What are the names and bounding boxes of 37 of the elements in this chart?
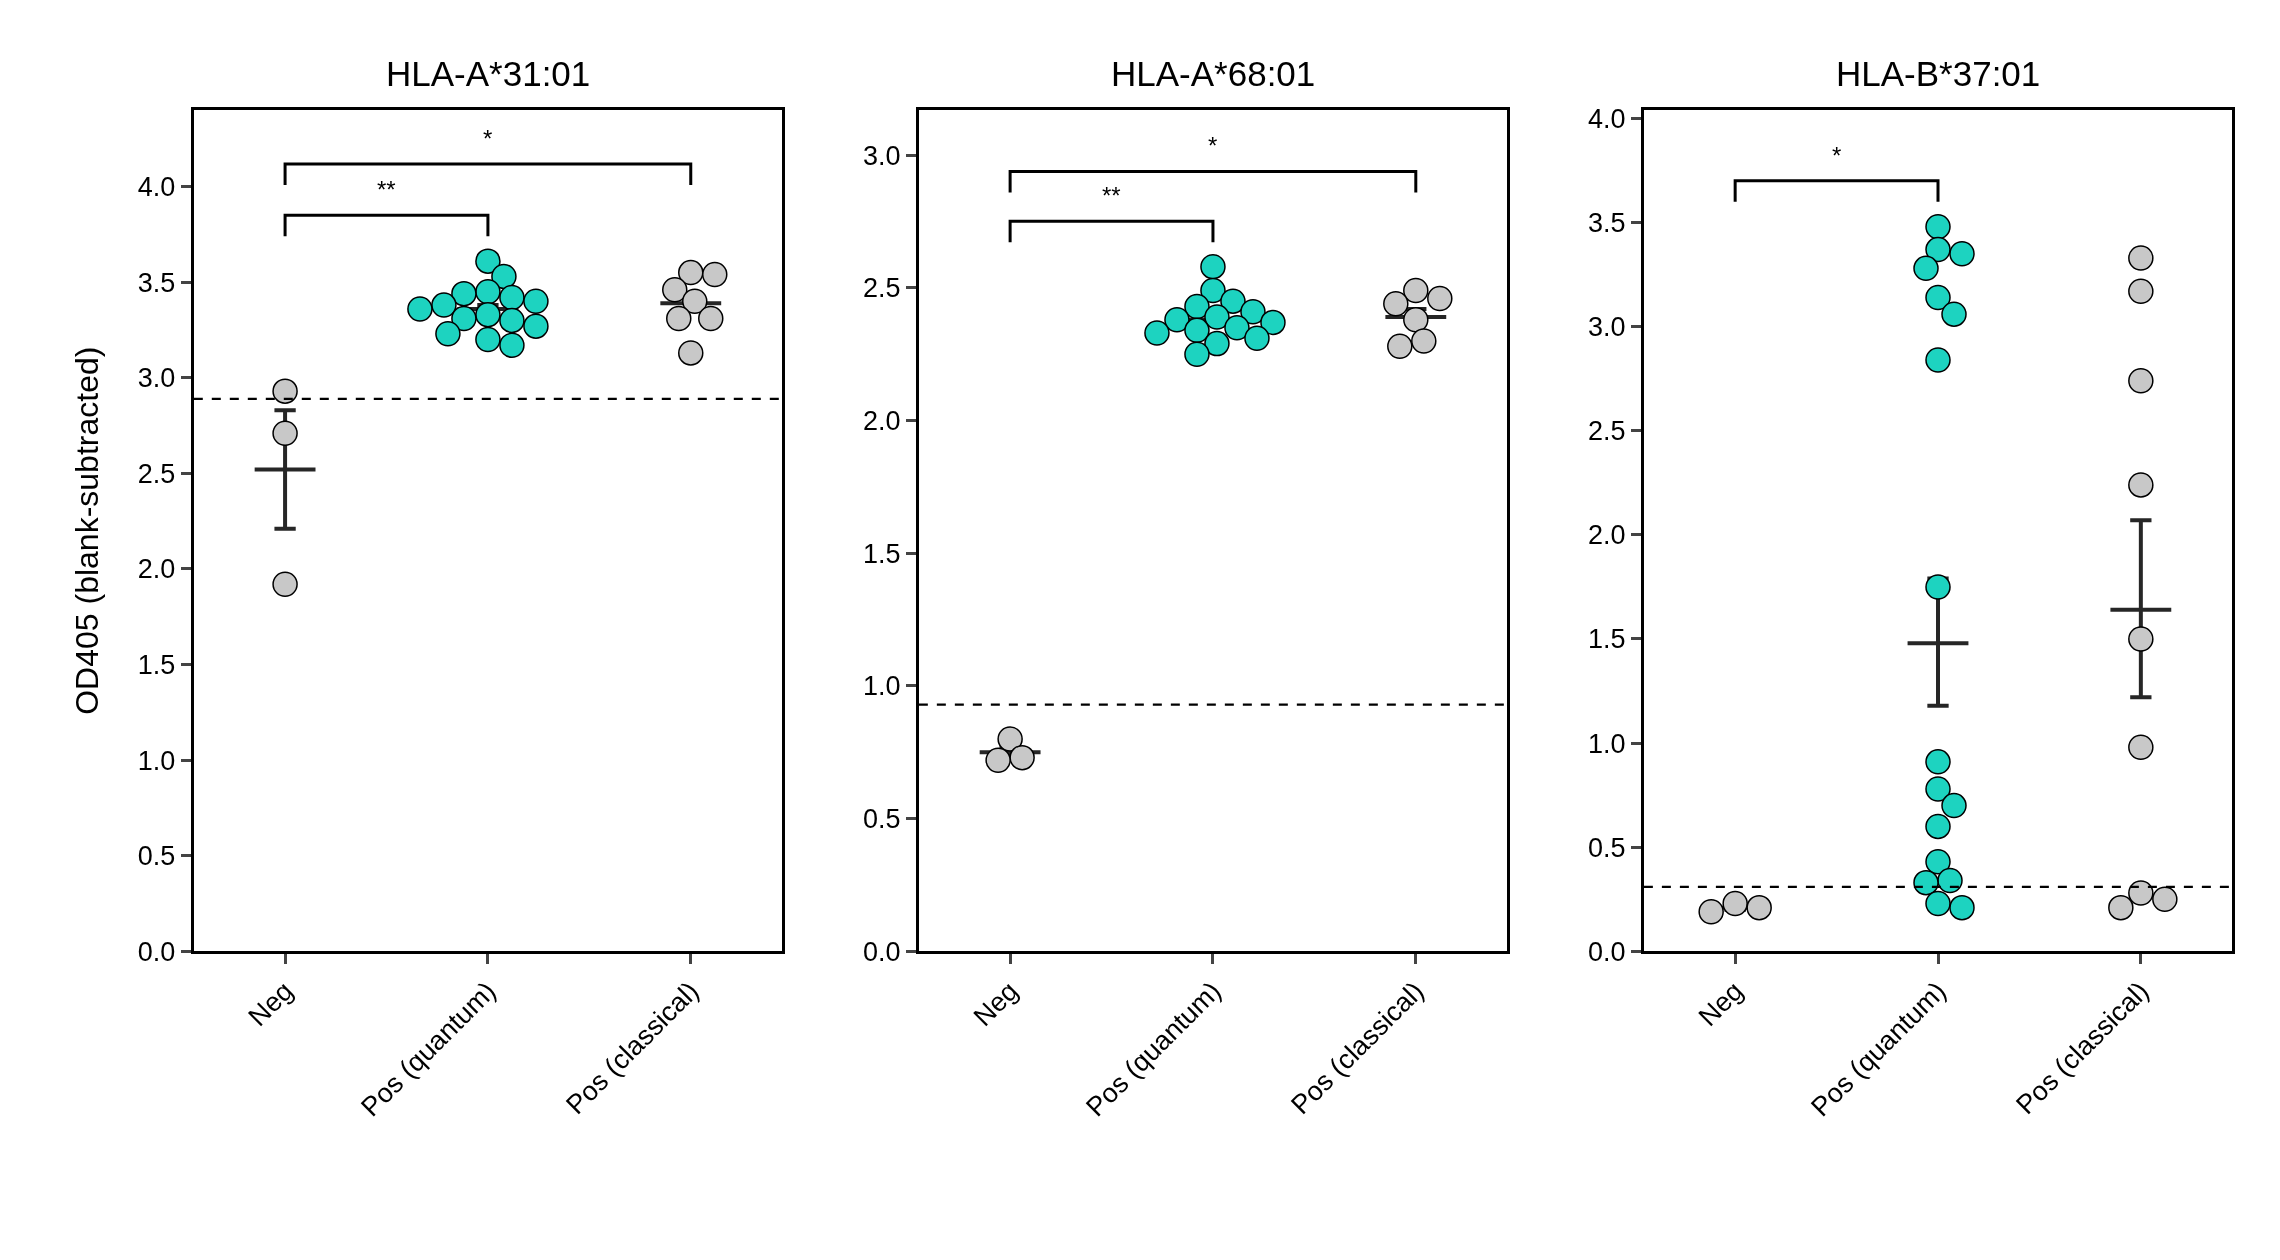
y-tick-label: 4.0 <box>1587 103 1626 134</box>
y-tick-label: 2.5 <box>137 458 176 489</box>
y-tick-label: 0.0 <box>862 936 901 967</box>
annotation: ** <box>1102 182 1121 209</box>
annotation: * <box>1832 142 1842 169</box>
y-tick-label: 2.5 <box>862 273 901 304</box>
y-tick-label: 1.5 <box>1587 624 1626 655</box>
y-tick-label: 0.5 <box>137 841 176 872</box>
y-tick-label: 3.0 <box>862 140 901 171</box>
y-tick-label: 0.5 <box>862 804 901 835</box>
y-tick-label: 2.0 <box>1587 520 1626 551</box>
y-tick-label: 2.5 <box>1587 416 1626 447</box>
annotation: * <box>1208 132 1218 159</box>
chart-title: HLA-A*31:01 <box>386 54 591 93</box>
y-tick-label: 0.0 <box>1587 936 1626 967</box>
x-tick-label: Neg <box>1692 975 1749 1033</box>
y-tick-label: 0.5 <box>1587 832 1626 863</box>
y-tick-label: 1.5 <box>137 650 176 681</box>
annotation: ** <box>377 176 396 203</box>
y-tick-label: 1.0 <box>1587 728 1626 759</box>
y-tick-label: 1.0 <box>137 745 176 776</box>
chart-title: HLA-A*68:01 <box>1111 54 1316 93</box>
chart-title: HLA-B*37:01 <box>1836 54 2041 93</box>
x-tick-label: Neg <box>967 975 1024 1033</box>
y-tick-label: 3.5 <box>137 267 176 298</box>
y-tick-label: 3.0 <box>137 363 176 394</box>
y-axis-title: OD405 (blank-subtracted) <box>69 346 106 715</box>
y-tick-label: 2.0 <box>137 554 176 585</box>
y-tick-label: 1.5 <box>862 538 901 569</box>
y-tick-label: 1.0 <box>862 671 901 702</box>
y-tick-label: 3.0 <box>1587 312 1626 343</box>
x-tick-label: Neg <box>242 975 299 1033</box>
y-tick-label: 2.0 <box>862 406 901 437</box>
y-tick-label: 3.5 <box>1587 207 1626 238</box>
y-tick-label: 0.0 <box>137 936 176 967</box>
y-tick-label: 4.0 <box>137 172 176 203</box>
annotation: * <box>483 125 493 152</box>
